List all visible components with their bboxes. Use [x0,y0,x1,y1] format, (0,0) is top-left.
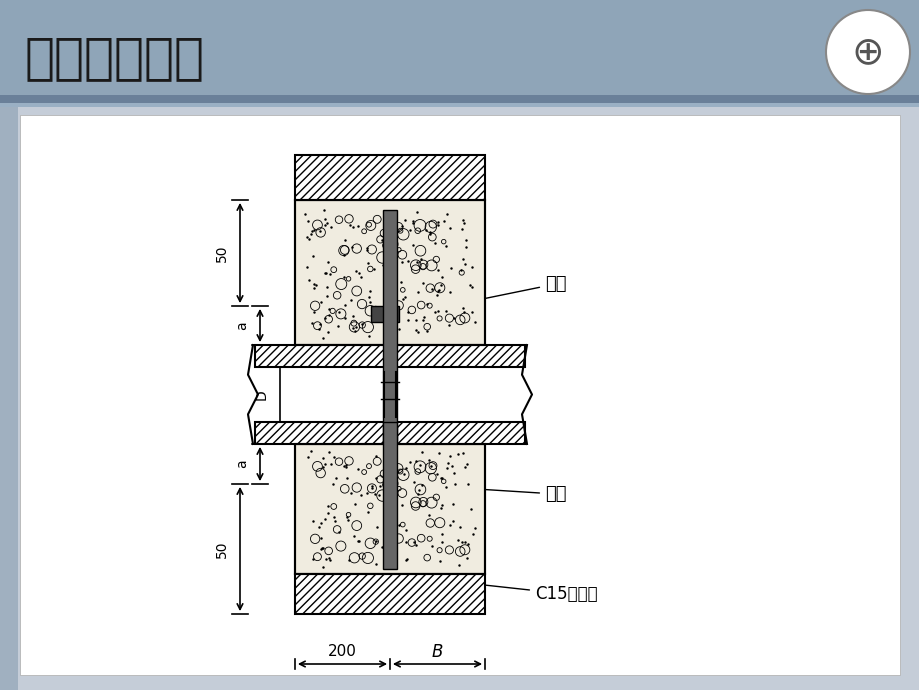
Bar [20,115,899,675]
Text: 固定式穿墙管: 固定式穿墙管 [25,34,205,82]
Text: 50: 50 [215,540,229,558]
Bar [255,345,525,367]
Bar [382,210,397,444]
Text: B: B [431,643,443,661]
Text: a: a [234,321,249,330]
Bar [295,574,484,614]
Circle shape [825,10,909,94]
Bar [295,200,484,345]
Text: a: a [234,460,249,469]
Bar [295,444,484,574]
Bar [0,103,919,107]
Bar [0,0,919,100]
Bar [295,155,484,200]
Bar [295,200,484,345]
Bar [370,306,399,322]
Text: 200: 200 [328,644,357,660]
Bar [295,444,484,574]
Bar [0,107,18,690]
Text: C15混凝土: C15混凝土 [477,584,597,603]
Bar [382,422,397,569]
Text: ⊕: ⊕ [851,33,883,71]
Text: 翼环: 翼环 [412,275,566,313]
Text: 50: 50 [215,244,229,262]
Text: 钢管: 钢管 [400,484,566,503]
Bar [0,95,919,103]
Text: D: D [255,389,268,400]
Bar [255,422,525,444]
